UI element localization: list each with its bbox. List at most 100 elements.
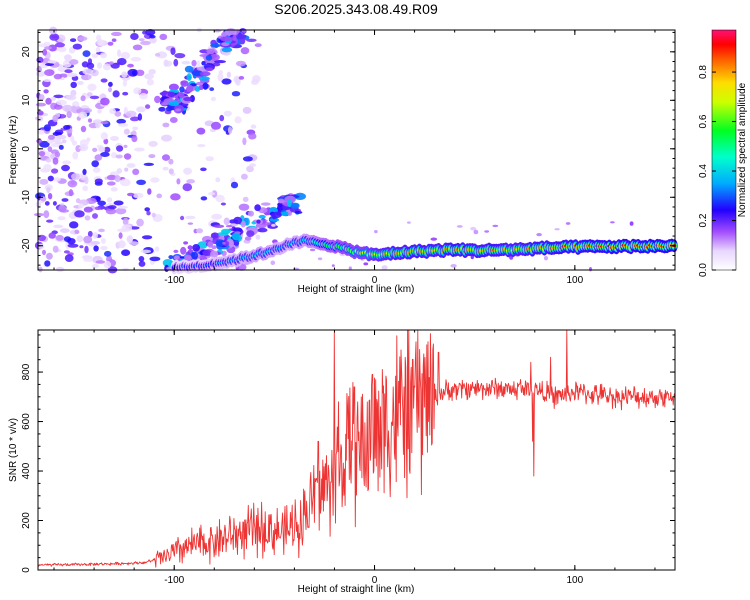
- branch-blob: [261, 202, 271, 206]
- noise-blob: [149, 256, 161, 262]
- noise-blob: [242, 156, 253, 162]
- noise-blob: [126, 235, 134, 244]
- noise-blob: [105, 208, 117, 215]
- noise-blob: [130, 33, 139, 40]
- branch-blob: [184, 254, 192, 261]
- noise-blob: [100, 78, 108, 83]
- noise-blob: [136, 106, 146, 113]
- noise-blob: [67, 180, 78, 188]
- noise-blob: [124, 167, 129, 172]
- branch-blob: [205, 54, 213, 61]
- noise-blob: [150, 177, 160, 183]
- branch-blob: [179, 86, 185, 93]
- noise-blob: [255, 234, 261, 240]
- y-tick-label: 200: [21, 512, 32, 529]
- branch-blob: [210, 232, 217, 239]
- noise-blob: [196, 127, 206, 135]
- noise-blob: [33, 213, 45, 217]
- noise-blob: [43, 164, 52, 172]
- noise-blob: [126, 163, 136, 168]
- noise-blob: [241, 173, 248, 180]
- noise-blob: [47, 175, 54, 182]
- noise-blob: [317, 257, 323, 261]
- noise-blob: [98, 146, 106, 152]
- snr-frame: [37, 329, 676, 571]
- noise-blob: [492, 224, 499, 228]
- noise-blob: [118, 232, 123, 239]
- noise-blob: [132, 192, 144, 199]
- noise-blob: [174, 53, 186, 59]
- branch-blob: [194, 86, 201, 92]
- noise-blob: [149, 34, 156, 39]
- x-tick-label: 0: [372, 575, 378, 586]
- noise-blob: [145, 29, 156, 36]
- noise-blob: [106, 197, 113, 203]
- noise-blob: [92, 213, 98, 219]
- noise-blob: [132, 168, 140, 175]
- noise-blob: [87, 74, 92, 80]
- noise-blob: [181, 60, 191, 65]
- noise-blob: [138, 260, 146, 267]
- noise-blob: [77, 81, 84, 85]
- noise-blob: [47, 193, 53, 200]
- noise-blob: [79, 245, 84, 249]
- branch-blob: [202, 249, 212, 257]
- noise-blob: [148, 154, 156, 159]
- noise-blob: [151, 212, 156, 218]
- noise-blob: [72, 151, 79, 160]
- noise-blob: [55, 234, 64, 241]
- noise-blob: [88, 118, 92, 123]
- noise-blob: [116, 118, 126, 124]
- noise-blob: [39, 140, 50, 148]
- figure-title: S206.2025.343.08.49.R09: [274, 1, 438, 17]
- noise-blob: [53, 177, 61, 182]
- noise-blob: [381, 265, 388, 270]
- branch-blob: [278, 198, 285, 204]
- noise-blob: [121, 71, 128, 78]
- y-tick-label: 600: [21, 413, 32, 430]
- noise-blob: [44, 69, 55, 76]
- noise-blob: [66, 110, 72, 119]
- branch-blob: [254, 204, 261, 212]
- noise-blob: [251, 79, 259, 85]
- noise-blob: [130, 116, 140, 122]
- noise-blob: [95, 47, 101, 53]
- noise-blob: [148, 140, 158, 147]
- noise-blob: [187, 245, 193, 250]
- noise-blob: [78, 203, 84, 209]
- noise-blob: [65, 94, 77, 101]
- noise-blob: [235, 77, 241, 86]
- noise-blob: [50, 96, 56, 101]
- noise-blob: [254, 43, 262, 47]
- noise-blob: [82, 50, 91, 57]
- branch-blob: [202, 82, 208, 90]
- noise-blob: [92, 167, 101, 173]
- noise-blob: [36, 56, 44, 64]
- noise-blob: [62, 160, 72, 165]
- noise-blob: [84, 215, 91, 221]
- noise-blob: [207, 192, 215, 196]
- colorbar-tick-label: 0.8: [698, 65, 709, 79]
- noise-blob: [159, 33, 168, 41]
- noise-blob: [430, 237, 438, 241]
- branch-blob: [180, 246, 187, 255]
- noise-blob: [162, 166, 169, 171]
- noise-blob: [211, 213, 223, 220]
- noise-blob: [38, 151, 46, 157]
- branch-blob: [215, 239, 225, 248]
- branch-blob: [256, 219, 261, 224]
- noise-blob: [71, 105, 76, 110]
- branch-blob: [178, 92, 185, 99]
- snr-xlabel: Height of straight line (km): [298, 584, 415, 595]
- noise-blob: [141, 235, 153, 240]
- noise-blob: [91, 53, 99, 58]
- x-tick-label: -100: [164, 275, 184, 286]
- noise-blob: [536, 233, 542, 237]
- noise-blob: [196, 228, 204, 234]
- branch-blob: [221, 47, 233, 53]
- x-tick-label: 0: [372, 275, 378, 286]
- branch-blob: [165, 106, 173, 112]
- branch-blob: [240, 220, 246, 228]
- noise-blob: [217, 73, 224, 82]
